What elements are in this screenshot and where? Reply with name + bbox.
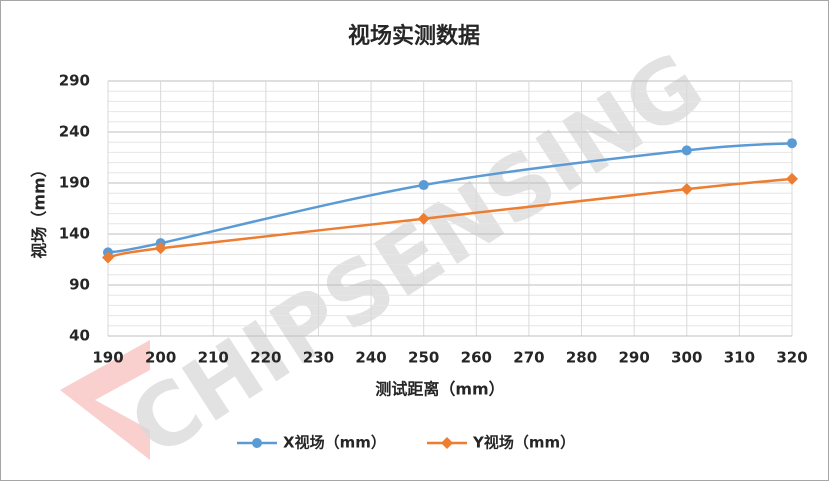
legend-marker (252, 438, 262, 448)
x-tick-label: 270 (513, 349, 544, 367)
marker (417, 212, 430, 225)
y-tick-label: 140 (59, 225, 90, 243)
y-tick-label: 190 (59, 174, 90, 192)
watermark-logo (60, 340, 150, 460)
x-tick-label: 190 (92, 349, 123, 367)
x-tick-label: 220 (250, 349, 281, 367)
marker (681, 145, 692, 156)
x-tick-label: 280 (566, 349, 597, 367)
marker (787, 138, 797, 149)
marker (680, 183, 693, 196)
legend-label: Y视场（mm） (472, 434, 575, 452)
x-tick-label: 230 (303, 349, 334, 367)
x-tick-label: 290 (618, 349, 649, 367)
chart-title: 视场实测数据 (348, 23, 480, 49)
legend-marker (441, 437, 453, 449)
x-tick-label: 320 (776, 349, 807, 367)
x-tick-label: 200 (145, 349, 176, 367)
x-tick-label: 250 (408, 349, 439, 367)
y-tick-label: 90 (69, 276, 90, 294)
marker (102, 251, 114, 264)
legend-label: X视场（mm） (283, 434, 386, 452)
marker (418, 180, 429, 191)
x-tick-label: 300 (671, 349, 702, 367)
y-tick-label: 40 (69, 327, 90, 345)
marker (786, 172, 798, 185)
marker (154, 242, 167, 255)
x-tick-label: 310 (724, 349, 755, 367)
x-axis-label: 测试距离（mm） (375, 380, 504, 399)
y-tick-label: 290 (59, 72, 90, 90)
x-tick-label: 260 (461, 349, 492, 367)
y-axis-label: 视场（mm） (30, 161, 49, 258)
y-tick-label: 240 (59, 123, 90, 141)
x-tick-label: 210 (198, 349, 229, 367)
logo-shape (60, 340, 150, 460)
x-tick-label: 240 (355, 349, 386, 367)
